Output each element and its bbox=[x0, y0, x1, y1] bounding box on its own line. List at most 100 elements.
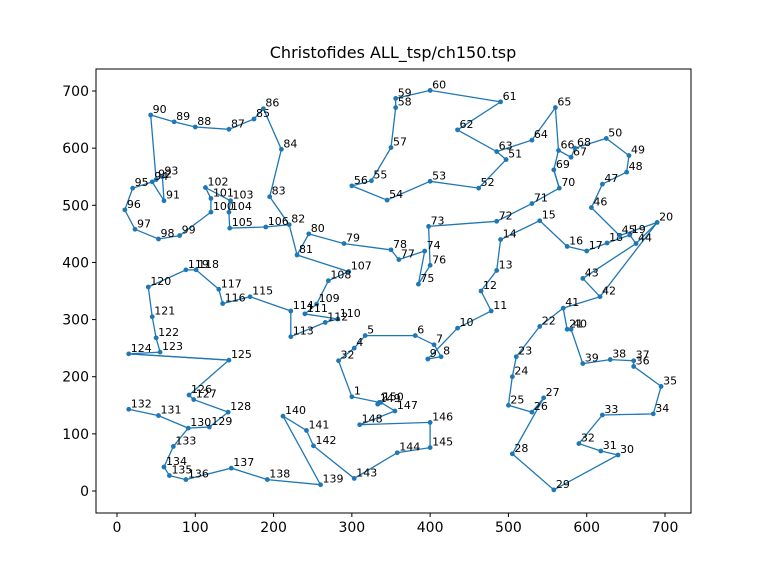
city-label: 103 bbox=[233, 189, 254, 202]
city-point bbox=[498, 237, 503, 242]
city-label: 116 bbox=[225, 292, 246, 305]
city-point bbox=[427, 262, 433, 268]
city-point bbox=[156, 413, 161, 418]
city-point bbox=[564, 244, 570, 249]
city-point bbox=[494, 268, 500, 273]
x-tick-label: 400 bbox=[417, 520, 444, 536]
city-label: 7 bbox=[436, 333, 443, 346]
city-label: 70 bbox=[561, 176, 575, 189]
city-label: 10 bbox=[460, 316, 474, 329]
x-axis: 0 100 200 300 400 500 600 700 bbox=[113, 513, 678, 536]
city-point bbox=[216, 286, 222, 292]
city-label: 30 bbox=[620, 443, 634, 456]
city-point bbox=[506, 402, 511, 408]
city-point bbox=[393, 96, 399, 101]
city-point bbox=[633, 241, 639, 246]
city-label: 36 bbox=[636, 354, 650, 367]
city-label: 97 bbox=[137, 217, 151, 230]
city-label: 32 bbox=[581, 432, 595, 445]
city-point bbox=[615, 452, 621, 458]
city-point bbox=[624, 169, 630, 175]
city-label: 78 bbox=[393, 238, 407, 251]
city-point bbox=[556, 148, 561, 153]
city-label: 82 bbox=[291, 213, 305, 226]
city-point bbox=[607, 357, 613, 362]
city-point bbox=[349, 394, 355, 400]
city-label: 145 bbox=[432, 436, 453, 449]
city-point bbox=[208, 196, 214, 201]
city-label: 44 bbox=[638, 232, 652, 245]
city-label: 57 bbox=[393, 136, 407, 149]
city-point bbox=[425, 356, 431, 362]
city-label: 89 bbox=[176, 110, 190, 123]
city-point bbox=[161, 464, 167, 470]
city-point bbox=[260, 106, 266, 112]
city-label: 138 bbox=[269, 468, 290, 481]
city-point bbox=[203, 185, 208, 190]
city-label: 1 bbox=[354, 385, 361, 398]
city-point bbox=[422, 248, 428, 254]
city-label: 102 bbox=[207, 176, 228, 189]
city-label: 11 bbox=[493, 299, 507, 312]
city-label: 66 bbox=[561, 138, 575, 151]
city-label: 93 bbox=[164, 165, 178, 178]
city-label: 45 bbox=[622, 224, 636, 237]
city-label: 77 bbox=[401, 248, 415, 261]
city-point bbox=[476, 185, 482, 191]
city-label: 71 bbox=[534, 192, 548, 205]
tour-segment-southwest-2 bbox=[128, 353, 229, 361]
city-point bbox=[541, 395, 547, 401]
city-label: 13 bbox=[499, 258, 513, 271]
city-point bbox=[288, 308, 294, 314]
city-point bbox=[279, 146, 284, 152]
city-label: 149 bbox=[380, 392, 401, 405]
city-label: 74 bbox=[427, 239, 441, 252]
city-point bbox=[631, 358, 637, 364]
city-label: 50 bbox=[608, 126, 622, 139]
city-label: 106 bbox=[268, 215, 289, 228]
city-label: 35 bbox=[663, 374, 677, 387]
city-label: 147 bbox=[397, 399, 418, 412]
city-point bbox=[157, 349, 163, 355]
city-point bbox=[280, 413, 286, 419]
city-point bbox=[226, 209, 232, 215]
city-label: 111 bbox=[307, 302, 328, 315]
city-label: 4 bbox=[356, 336, 363, 349]
city-label: 72 bbox=[499, 209, 513, 222]
city-point bbox=[177, 233, 183, 238]
city-label: 140 bbox=[285, 404, 306, 417]
city-label: 28 bbox=[514, 442, 528, 455]
city-label: 12 bbox=[483, 279, 497, 292]
city-label: 85 bbox=[256, 107, 270, 120]
city-label: 58 bbox=[398, 96, 412, 109]
city-label: 51 bbox=[508, 148, 522, 161]
city-label: 104 bbox=[231, 200, 252, 213]
city-point bbox=[167, 473, 172, 478]
city-label: 108 bbox=[330, 269, 351, 282]
city-point bbox=[427, 178, 433, 184]
city-label: 19 bbox=[632, 223, 646, 236]
city-point bbox=[589, 205, 594, 210]
city-point bbox=[122, 207, 128, 213]
city-point bbox=[509, 374, 515, 380]
city-label: 96 bbox=[127, 198, 141, 211]
city-label: 6 bbox=[417, 324, 424, 337]
city-label: 41 bbox=[565, 296, 579, 309]
city-label: 34 bbox=[655, 402, 669, 415]
city-label: 2 bbox=[381, 390, 388, 403]
city-point bbox=[580, 276, 586, 281]
city-point bbox=[171, 119, 177, 125]
city-label: 117 bbox=[221, 277, 242, 290]
city-point bbox=[153, 335, 159, 341]
city-point bbox=[393, 105, 399, 110]
city-point bbox=[416, 281, 421, 287]
x-tick-label: 600 bbox=[573, 520, 600, 536]
city-label: 141 bbox=[308, 418, 329, 431]
city-point bbox=[311, 443, 316, 449]
city-point bbox=[322, 320, 328, 325]
city-point bbox=[206, 424, 212, 430]
city-point bbox=[551, 167, 557, 173]
city-label: 20 bbox=[659, 210, 673, 223]
city-point bbox=[247, 294, 253, 300]
city-point bbox=[617, 233, 622, 238]
